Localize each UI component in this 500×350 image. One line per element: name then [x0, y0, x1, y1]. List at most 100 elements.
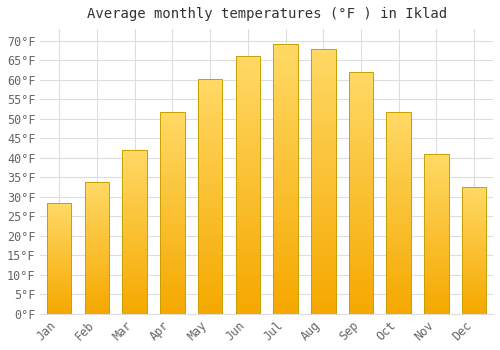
Bar: [236, 260, 260, 262]
Bar: [236, 115, 260, 118]
Bar: [462, 209, 486, 210]
Bar: [236, 112, 260, 115]
Bar: [47, 301, 72, 302]
Bar: [274, 265, 298, 268]
Bar: [424, 250, 448, 252]
Bar: [386, 310, 411, 312]
Bar: [386, 189, 411, 191]
Bar: [198, 81, 222, 83]
Bar: [424, 301, 448, 303]
Bar: [236, 94, 260, 97]
Bar: [160, 290, 184, 292]
Bar: [160, 300, 184, 302]
Bar: [348, 309, 374, 312]
Bar: [462, 204, 486, 205]
Bar: [84, 220, 109, 222]
Bar: [386, 211, 411, 213]
Bar: [274, 201, 298, 203]
Bar: [386, 199, 411, 201]
Bar: [348, 115, 374, 118]
Bar: [386, 219, 411, 221]
Bar: [274, 171, 298, 174]
Bar: [47, 226, 72, 228]
Bar: [84, 303, 109, 304]
Bar: [424, 154, 448, 314]
Bar: [424, 258, 448, 259]
Bar: [311, 269, 336, 272]
Bar: [122, 174, 147, 176]
Bar: [47, 283, 72, 284]
Bar: [160, 205, 184, 207]
Bar: [198, 128, 222, 130]
Bar: [462, 215, 486, 216]
Bar: [122, 212, 147, 214]
Bar: [462, 251, 486, 252]
Bar: [274, 233, 298, 236]
Bar: [160, 112, 184, 314]
Bar: [348, 195, 374, 198]
Bar: [47, 214, 72, 215]
Bar: [160, 231, 184, 233]
Bar: [274, 58, 298, 61]
Bar: [47, 204, 72, 205]
Bar: [386, 201, 411, 203]
Bar: [122, 229, 147, 230]
Bar: [236, 79, 260, 82]
Bar: [84, 191, 109, 193]
Bar: [160, 193, 184, 195]
Bar: [236, 89, 260, 92]
Bar: [386, 217, 411, 219]
Bar: [386, 261, 411, 263]
Bar: [47, 245, 72, 246]
Bar: [122, 191, 147, 192]
Bar: [424, 269, 448, 271]
Bar: [122, 250, 147, 251]
Bar: [122, 260, 147, 261]
Bar: [311, 234, 336, 237]
Bar: [122, 230, 147, 232]
Bar: [424, 203, 448, 205]
Bar: [47, 259, 72, 260]
Bar: [84, 254, 109, 256]
Bar: [348, 253, 374, 256]
Bar: [311, 102, 336, 105]
Bar: [274, 214, 298, 217]
Bar: [424, 290, 448, 292]
Bar: [84, 182, 109, 314]
Bar: [311, 232, 336, 234]
Bar: [84, 248, 109, 249]
Bar: [348, 275, 374, 278]
Bar: [236, 301, 260, 303]
Bar: [47, 310, 72, 312]
Bar: [84, 223, 109, 224]
Bar: [462, 273, 486, 275]
Bar: [386, 257, 411, 259]
Bar: [424, 248, 448, 250]
Bar: [348, 84, 374, 86]
Bar: [386, 120, 411, 122]
Bar: [122, 149, 147, 314]
Bar: [198, 123, 222, 126]
Bar: [424, 285, 448, 287]
Bar: [462, 272, 486, 273]
Bar: [198, 300, 222, 302]
Bar: [198, 246, 222, 248]
Bar: [462, 305, 486, 306]
Bar: [462, 230, 486, 231]
Bar: [348, 156, 374, 159]
Bar: [160, 112, 184, 114]
Bar: [198, 290, 222, 293]
Bar: [424, 255, 448, 256]
Bar: [84, 285, 109, 286]
Bar: [386, 124, 411, 126]
Bar: [386, 184, 411, 187]
Bar: [198, 307, 222, 309]
Bar: [198, 79, 222, 81]
Bar: [311, 243, 336, 245]
Bar: [311, 60, 336, 63]
Bar: [462, 195, 486, 196]
Bar: [462, 286, 486, 287]
Bar: [160, 255, 184, 257]
Bar: [274, 90, 298, 93]
Bar: [462, 214, 486, 215]
